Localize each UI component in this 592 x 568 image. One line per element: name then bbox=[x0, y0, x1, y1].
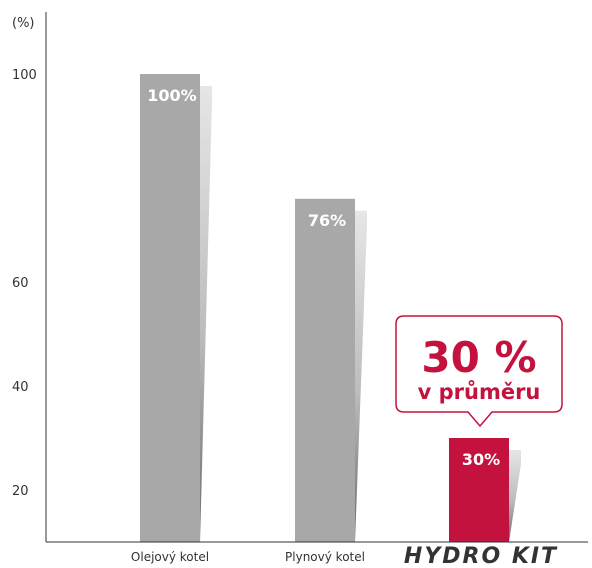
y-axis-unit-label: (%) bbox=[12, 16, 35, 31]
y-tick-label: 40 bbox=[12, 380, 29, 395]
callout-caption: v průměru bbox=[418, 380, 541, 404]
y-tick-label: 20 bbox=[12, 484, 29, 499]
y-tick-label: 100 bbox=[12, 68, 37, 83]
bar-shadow bbox=[355, 210, 367, 543]
bar-shadow bbox=[509, 450, 521, 542]
brand-category-label: HYDRO KIT bbox=[404, 544, 558, 568]
bars: 100% Olejový kotel 76% Plynový kotel 30% HYDR… bbox=[131, 74, 558, 568]
bar-3 bbox=[449, 438, 509, 542]
bar-2 bbox=[295, 198, 355, 543]
bar-value-label: 100% bbox=[147, 86, 196, 105]
callout-value: 30 % bbox=[421, 333, 536, 382]
callout-bubble bbox=[395, 315, 563, 428]
bar-value-label: 30% bbox=[462, 450, 500, 469]
y-tick-labels: 204060100120 bbox=[12, 68, 37, 499]
x-tick-label: Olejový kotel bbox=[131, 550, 209, 564]
bar-shadow bbox=[200, 86, 212, 542]
bar-1 bbox=[140, 74, 200, 542]
x-tick-label: Plynový kotel bbox=[285, 550, 365, 564]
callout: 30 % v průměru bbox=[395, 315, 563, 428]
y-tick-label: 60 bbox=[12, 276, 29, 291]
bar-value-label: 76% bbox=[308, 211, 346, 230]
